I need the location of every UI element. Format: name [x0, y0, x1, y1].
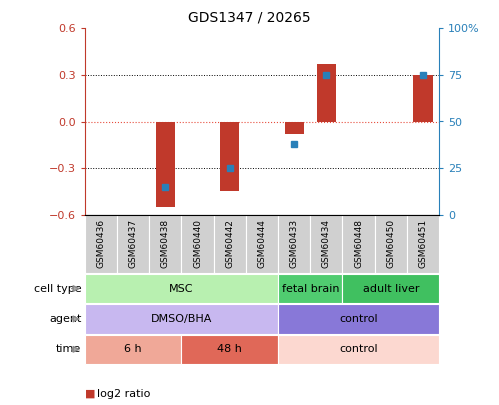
Text: GSM60434: GSM60434	[322, 220, 331, 269]
FancyBboxPatch shape	[342, 215, 375, 273]
Text: control: control	[339, 344, 378, 354]
FancyBboxPatch shape	[278, 305, 439, 334]
FancyBboxPatch shape	[278, 274, 342, 303]
Bar	[413, 75, 433, 122]
FancyBboxPatch shape	[278, 215, 310, 273]
Text: GDS1347 / 20265: GDS1347 / 20265	[188, 10, 311, 24]
FancyBboxPatch shape	[85, 335, 182, 364]
Text: GSM60448: GSM60448	[354, 220, 363, 269]
Text: fetal brain: fetal brain	[281, 284, 339, 294]
FancyBboxPatch shape	[117, 215, 149, 273]
FancyBboxPatch shape	[246, 215, 278, 273]
Text: GSM60437: GSM60437	[129, 220, 138, 269]
Text: cell type: cell type	[33, 284, 81, 294]
Text: DMSO/BHA: DMSO/BHA	[151, 314, 212, 324]
FancyBboxPatch shape	[278, 335, 439, 364]
Bar	[156, 122, 175, 207]
Text: GSM60440: GSM60440	[193, 220, 202, 269]
Text: 48 h: 48 h	[218, 344, 242, 354]
Text: GSM60450: GSM60450	[386, 220, 395, 269]
FancyBboxPatch shape	[375, 215, 407, 273]
Text: GSM60442: GSM60442	[225, 220, 234, 268]
Text: ■: ■	[85, 389, 99, 399]
Text: GSM60436: GSM60436	[96, 220, 105, 269]
Text: adult liver: adult liver	[363, 284, 419, 294]
Text: time: time	[56, 344, 81, 354]
Text: agent: agent	[49, 314, 81, 324]
Text: control: control	[339, 314, 378, 324]
Bar	[284, 122, 304, 134]
Text: MSC: MSC	[169, 284, 194, 294]
FancyBboxPatch shape	[310, 215, 342, 273]
Bar	[220, 122, 240, 192]
Text: 6 h: 6 h	[124, 344, 142, 354]
FancyBboxPatch shape	[85, 274, 278, 303]
Text: GSM60451: GSM60451	[419, 220, 428, 269]
FancyBboxPatch shape	[407, 215, 439, 273]
FancyBboxPatch shape	[85, 215, 117, 273]
Text: log2 ratio: log2 ratio	[97, 389, 151, 399]
FancyBboxPatch shape	[342, 274, 439, 303]
Text: GSM60438: GSM60438	[161, 220, 170, 269]
Bar	[317, 64, 336, 122]
Text: GSM60444: GSM60444	[257, 220, 266, 268]
FancyBboxPatch shape	[214, 215, 246, 273]
Text: GSM60433: GSM60433	[290, 220, 299, 269]
FancyBboxPatch shape	[182, 215, 214, 273]
FancyBboxPatch shape	[85, 305, 278, 334]
FancyBboxPatch shape	[182, 335, 278, 364]
FancyBboxPatch shape	[149, 215, 182, 273]
